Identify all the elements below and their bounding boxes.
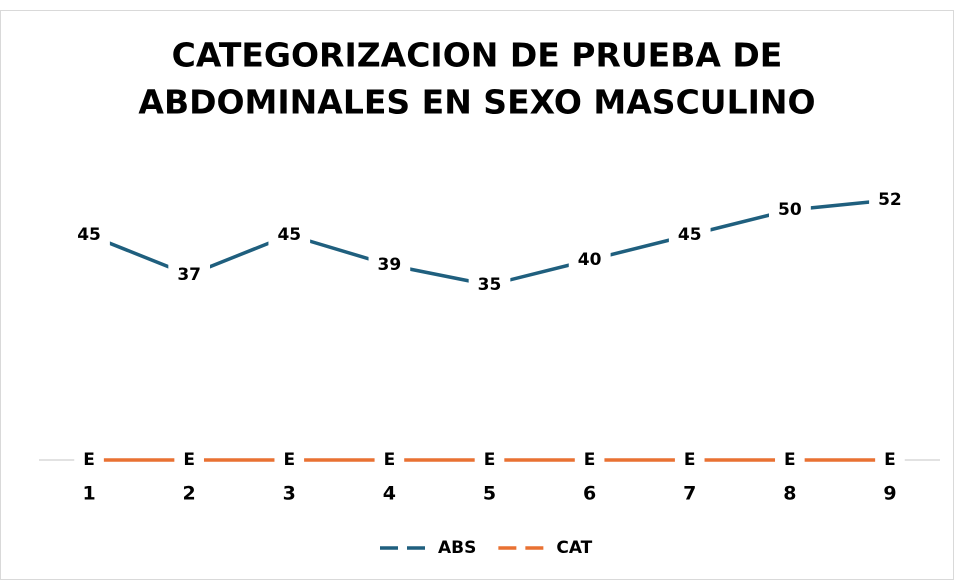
legend-label: CAT: [556, 538, 592, 558]
data-label: E: [484, 450, 496, 470]
data-label: E: [183, 450, 195, 470]
data-label: E: [283, 450, 295, 470]
x-tick-label: 3: [283, 483, 296, 505]
x-tick-label: 2: [183, 483, 196, 505]
data-label-bg: [274, 446, 305, 474]
legend-label: ABS: [438, 538, 476, 558]
x-tick-label: 7: [683, 483, 696, 505]
data-label: 52: [878, 190, 902, 210]
data-label: 37: [177, 265, 201, 285]
data-label-bg: [474, 446, 505, 474]
data-label: 45: [277, 225, 301, 245]
data-label-bg: [768, 196, 811, 224]
data-label-bg: [74, 446, 104, 474]
data-label-bg: [574, 446, 605, 474]
data-label: E: [584, 450, 596, 470]
data-label: 39: [378, 255, 402, 275]
data-label-bg: [374, 446, 405, 474]
data-label-bg: [674, 446, 705, 474]
data-label: 45: [678, 225, 702, 245]
data-label: 50: [778, 200, 802, 220]
data-label-bg: [869, 186, 911, 214]
data-label-bg: [568, 246, 611, 274]
data-label-bg: [168, 261, 211, 289]
chart-title: CATEGORIZACION DE PRUEBA DE: [172, 36, 783, 75]
x-tick-label: 1: [82, 483, 95, 505]
x-tick-label: 4: [383, 483, 396, 505]
x-tick-label: 6: [583, 483, 596, 505]
data-label: 40: [578, 250, 602, 270]
data-label-bg: [368, 251, 411, 279]
data-label: E: [784, 450, 796, 470]
data-label-bg: [775, 446, 805, 474]
data-label-bg: [68, 221, 110, 249]
data-label: 35: [478, 275, 502, 295]
x-tick-label: 8: [783, 483, 796, 505]
data-label-bg: [668, 221, 711, 249]
data-label: E: [884, 450, 896, 470]
data-label: 45: [77, 225, 101, 245]
chart-title: ABDOMINALES EN SEXO MASCULINO: [138, 83, 815, 122]
data-label-bg: [468, 271, 511, 299]
data-label: E: [384, 450, 396, 470]
x-tick-label: 9: [883, 483, 896, 505]
data-label: E: [83, 450, 95, 470]
data-label: E: [684, 450, 696, 470]
x-tick-label: 5: [483, 483, 496, 505]
data-label-bg: [875, 446, 905, 474]
data-label-bg: [174, 446, 204, 474]
data-label-bg: [268, 221, 311, 249]
